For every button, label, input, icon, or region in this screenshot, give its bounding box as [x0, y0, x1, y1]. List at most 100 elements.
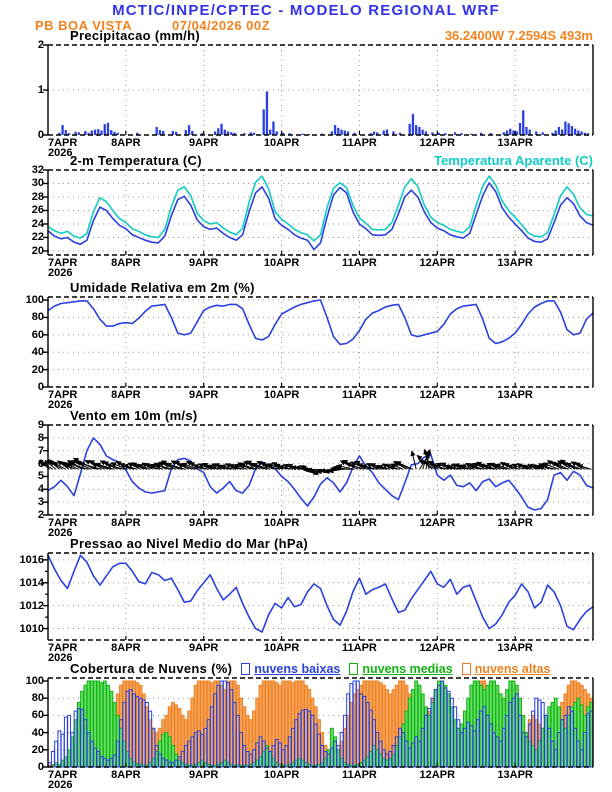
precip-bars — [58, 91, 590, 135]
y-tick-label: 28 — [31, 190, 44, 203]
x-tick-label: 11APR — [341, 642, 377, 654]
x-tick-label: 12APR — [419, 642, 456, 654]
plot-frame — [43, 169, 594, 256]
x-axis-year-label: 2026 — [48, 652, 73, 664]
y-tick-label: 40 — [31, 726, 44, 739]
location-coordinates: 36.2400W 7.2594S 493m — [444, 28, 593, 43]
x-axis-year-label: 2026 — [48, 147, 73, 159]
x-axis-year-label: 2026 — [48, 779, 73, 791]
cloud-panel-header: Cobertura de Nuvens (%) nuvens baixas nu… — [70, 661, 604, 676]
x-tick-label: 12APR — [419, 769, 456, 781]
series-layer — [47, 175, 594, 251]
temp-panel-title: 2-m Temperatura (C) — [70, 153, 202, 168]
series-layer — [47, 680, 594, 768]
legend-low-clouds-label: nuvens baixas — [254, 661, 341, 676]
y-tick-label: 80 — [31, 311, 44, 324]
series-layer — [38, 437, 594, 511]
x-tick-label: 9APR — [189, 517, 219, 529]
x-tick-label: 7APR — [48, 517, 78, 529]
x-tick-label: 8APR — [111, 642, 141, 654]
humidity-chart — [43, 296, 594, 388]
y-tick-label: 0 — [37, 761, 44, 773]
x-axis-year-label: 2026 — [48, 527, 73, 539]
x-tick-label: 13APR — [497, 389, 533, 401]
y-tick-label: 3 — [37, 496, 44, 509]
y-tick-label: 100 — [25, 675, 44, 687]
x-tick-label: 9APR — [189, 257, 219, 269]
cloud-panel-title: Cobertura de Nuvens (%) — [70, 661, 233, 676]
x-tick-label: 11APR — [341, 769, 377, 781]
series-layer — [58, 91, 590, 135]
y-tick-label: 1 — [37, 84, 44, 96]
x-tick-label: 11APR — [341, 257, 377, 269]
y-tick-label: 9 — [37, 419, 44, 431]
y-tick-label: 40 — [31, 346, 44, 359]
x-tick-label: 12APR — [419, 389, 456, 401]
x-tick-label: 13APR — [497, 257, 533, 269]
pressao_nivel_mar-line — [47, 554, 594, 633]
plot-frame — [43, 552, 594, 641]
x-tick-label: 8APR — [111, 389, 141, 401]
x-tick-label: 7APR — [48, 642, 78, 654]
y-tick-label: 1014 — [19, 576, 44, 589]
wind-chart — [38, 424, 594, 516]
x-tick-label: 7APR — [48, 137, 78, 149]
x-tick-label: 9APR — [189, 769, 219, 781]
x-tick-label: 9APR — [189, 389, 219, 401]
plot-frame — [43, 677, 594, 768]
x-axis-year-label: 2026 — [48, 399, 73, 411]
x-tick-label: 10APR — [263, 517, 300, 529]
x-tick-label: 8APR — [111, 517, 141, 529]
x-tick-label: 11APR — [341, 389, 377, 401]
x-tick-label: 7APR — [48, 257, 78, 269]
x-tick-label: 10APR — [263, 257, 300, 269]
legend-mid-clouds-label: nuvens medias — [362, 661, 453, 676]
cloud-cover-chart — [43, 677, 594, 768]
y-tick-label: 0 — [37, 129, 44, 141]
gridlines — [48, 553, 593, 640]
y-tick-label: 80 — [31, 692, 44, 705]
x-tick-label: 13APR — [497, 769, 533, 781]
y-tick-label: 20 — [31, 743, 44, 756]
y-tick-label: 1010 — [19, 622, 44, 635]
y-tick-label: 26 — [31, 204, 44, 217]
gridlines — [48, 45, 593, 135]
page-title: MCTIC/INPE/CPTEC - MODELO REGIONAL WRF — [112, 2, 500, 19]
x-tick-label: 8APR — [111, 769, 141, 781]
x-tick-label: 10APR — [263, 642, 300, 654]
x-tick-label: 12APR — [419, 257, 456, 269]
high-cloud-swatch-icon — [461, 662, 471, 675]
pressure-panel-title: Pressao ao Nivel Medio do Mar (hPa) — [70, 536, 309, 551]
y-tick-label: 22 — [31, 231, 44, 244]
x-tick-label: 13APR — [497, 642, 533, 654]
plot-frame — [43, 296, 594, 388]
temperatura_2m-line — [47, 182, 594, 251]
x-tick-label: 11APR — [341, 137, 377, 149]
precipitation-chart — [43, 44, 594, 136]
temperatura_aparente-line — [47, 175, 594, 242]
y-tick-label: 7 — [37, 444, 44, 457]
pressure-chart — [43, 552, 594, 641]
x-tick-label: 10APR — [263, 769, 300, 781]
x-tick-label: 12APR — [419, 137, 456, 149]
x-tick-label: 9APR — [189, 137, 219, 149]
x-tick-label: 13APR — [497, 137, 533, 149]
x-tick-label: 13APR — [497, 517, 533, 529]
series-layer — [47, 299, 594, 346]
gridlines — [48, 425, 593, 515]
x-tick-label: 7APR — [48, 769, 78, 781]
x-tick-label: 7APR — [48, 389, 78, 401]
precip-panel-title: Precipitacao (mm/h) — [70, 28, 200, 43]
legend-low-clouds: nuvens baixas — [241, 662, 340, 676]
x-tick-label: 9APR — [189, 642, 219, 654]
y-tick-label: 4 — [37, 483, 44, 496]
mid-cloud-swatch-icon — [349, 662, 359, 675]
y-tick-label: 6 — [37, 457, 44, 470]
x-tick-label: 10APR — [263, 137, 300, 149]
run-datetime: 07/04/2026 00Z — [172, 18, 271, 33]
y-tick-label: 20 — [31, 244, 44, 257]
x-tick-label: 10APR — [263, 389, 300, 401]
wind-barbs — [38, 448, 592, 476]
y-tick-label: 30 — [31, 177, 44, 190]
